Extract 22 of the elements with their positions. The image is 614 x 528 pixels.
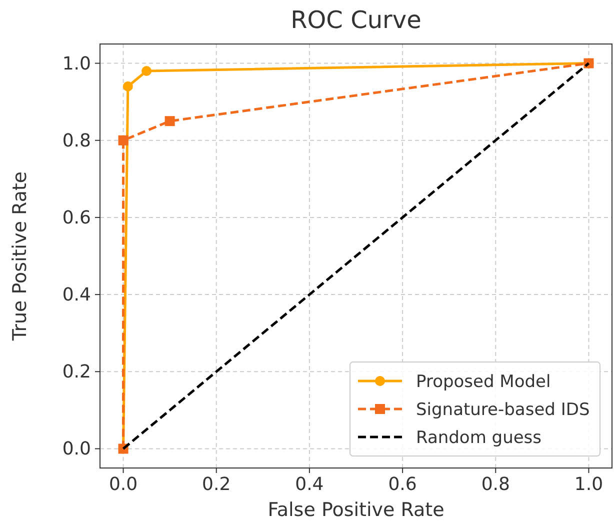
chart-title: ROC Curve	[290, 6, 422, 34]
x-tick-label: 0.8	[481, 474, 510, 495]
legend-label: Signature-based IDS	[416, 400, 590, 420]
x-tick-label: 0.2	[202, 474, 231, 495]
y-tick-label: 0.2	[62, 362, 91, 383]
x-tick-label: 0.0	[108, 474, 138, 495]
point	[142, 66, 152, 76]
point	[118, 135, 128, 146]
point	[164, 116, 175, 126]
x-tick-label: 0.6	[388, 474, 417, 495]
y-tick-label: 0.0	[62, 438, 91, 460]
y-tick-label: 0.8	[62, 130, 91, 152]
legend-label: Random guess	[416, 428, 542, 448]
y-axis-title: True Positive Rate	[9, 171, 31, 342]
y-tick-label: 1.0	[62, 53, 91, 74]
x-tick-label: 0.4	[295, 474, 324, 495]
x-axis-title: False Positive Rate	[268, 499, 444, 521]
x-tick-label: 1.0	[574, 474, 604, 495]
y-tick-label: 0.6	[62, 207, 91, 228]
point	[122, 81, 133, 92]
legend-label: Proposed Model	[416, 372, 551, 392]
y-tick-label: 0.4	[62, 284, 91, 306]
